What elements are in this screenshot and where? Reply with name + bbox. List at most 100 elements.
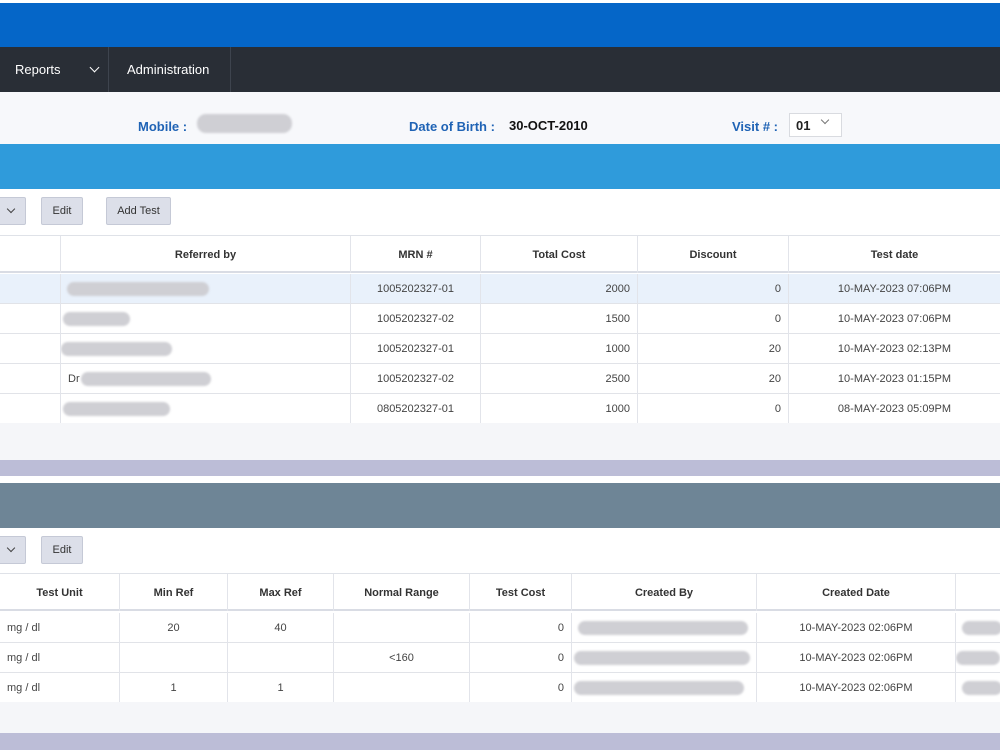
section-spacer [0, 476, 1000, 483]
created-by-cell [572, 673, 757, 703]
min-ref-cell: 1 [120, 673, 228, 703]
tests-col-select [0, 236, 61, 273]
referred-by-cell: Dr [61, 364, 351, 394]
details-table: Test Unit Min Ref Max Ref Normal Range T… [0, 573, 1000, 703]
total-cost-cell: 1000 [481, 334, 638, 364]
overflow-cell [956, 643, 1000, 673]
col-referred-by[interactable]: Referred by [61, 236, 351, 273]
chevron-down-icon [820, 115, 830, 125]
created-by-cell [572, 643, 757, 673]
row-select-cell [0, 274, 61, 304]
discount-cell: 0 [638, 304, 789, 334]
overflow-cell [956, 673, 1000, 703]
min-ref-cell [120, 643, 228, 673]
table-row[interactable]: mg / dl 20 40 0 10-MAY-2023 02:06PM [0, 613, 1000, 643]
test-unit-cell: mg / dl [0, 643, 120, 673]
visit-select[interactable]: 01 [789, 113, 842, 137]
mrn-cell: 1005202327-01 [351, 334, 481, 364]
col-min-ref[interactable]: Min Ref [120, 574, 228, 611]
discount-cell: 0 [638, 274, 789, 304]
details-edit-button[interactable]: Edit [41, 536, 83, 564]
test-date-cell: 10-MAY-2023 01:15PM [837, 373, 952, 385]
col-max-ref[interactable]: Max Ref [228, 574, 334, 611]
table-row[interactable]: Dr 1005202327-02 2500 20 10-MAY-2023 01:… [0, 364, 1000, 394]
mobile-value-redacted [197, 114, 292, 133]
tests-toolbar: Edit Add Test [0, 189, 1000, 235]
table-row[interactable]: mg / dl <160 0 10-MAY-2023 02:06PM [0, 643, 1000, 673]
referred-by-text: Dr [68, 373, 80, 385]
test-date-cell: 10-MAY-2023 02:13PM [837, 343, 952, 355]
patient-info-bar: Mobile : Date of Birth : 30-OCT-2010 Vis… [0, 92, 1000, 144]
col-created-date[interactable]: Created Date [757, 574, 956, 611]
referred-by-redacted [81, 372, 211, 386]
col-normal-range[interactable]: Normal Range [334, 574, 470, 611]
col-total-cost[interactable]: Total Cost [481, 236, 638, 273]
col-created-by[interactable]: Created By [572, 574, 757, 611]
table-row[interactable]: 1005202327-01 1000 20 10-MAY-2023 02:13P… [0, 334, 1000, 364]
tests-table-footer [0, 423, 1000, 460]
min-ref-cell: 20 [120, 613, 228, 643]
add-test-button[interactable]: Add Test [106, 197, 171, 225]
details-scrollbar[interactable] [0, 733, 1000, 750]
referred-by-cell [61, 394, 351, 424]
referred-by-cell [61, 274, 351, 304]
total-cost-cell: 1000 [481, 394, 638, 424]
created-date-cell: 10-MAY-2023 02:06PM [757, 673, 956, 703]
row-select-cell [0, 334, 61, 364]
overflow-redacted [962, 681, 1000, 695]
normal-range-cell [334, 613, 470, 643]
tests-table: Referred by MRN # Total Cost Discount Te… [0, 235, 1000, 424]
table-row[interactable]: 1005202327-01 2000 0 10-MAY-2023 07:06PM [0, 274, 1000, 304]
row-select-cell [0, 364, 61, 394]
normal-range-cell [334, 673, 470, 703]
col-discount[interactable]: Discount [638, 236, 789, 273]
overflow-redacted [962, 621, 1000, 635]
test-date-cell: 10-MAY-2023 07:06PM [837, 283, 952, 295]
details-toolbar: Edit [0, 528, 1000, 573]
row-select-cell [0, 394, 61, 424]
total-cost-cell: 1500 [481, 304, 638, 334]
main-nav: Reports Administration [0, 47, 1000, 92]
col-mrn[interactable]: MRN # [351, 236, 481, 273]
created-date-cell: 10-MAY-2023 02:06PM [757, 643, 956, 673]
tests-dropdown-button[interactable] [0, 197, 26, 225]
mrn-cell: 1005202327-01 [351, 274, 481, 304]
mrn-cell: 1005202327-02 [351, 304, 481, 334]
chevron-down-icon [6, 543, 16, 553]
created-by-cell [572, 613, 757, 643]
details-table-footer [0, 702, 1000, 733]
table-row[interactable]: 1005202327-02 1500 0 10-MAY-2023 07:06PM [0, 304, 1000, 334]
total-cost-cell: 2000 [481, 274, 638, 304]
test-unit-cell: mg / dl [0, 613, 120, 643]
col-overflow [956, 574, 1000, 611]
tests-scrollbar[interactable] [0, 460, 1000, 476]
col-test-cost[interactable]: Test Cost [470, 574, 572, 611]
col-test-unit[interactable]: Test Unit [0, 574, 120, 611]
referred-by-cell [61, 334, 351, 364]
col-test-date[interactable]: Test date [870, 248, 919, 261]
visit-select-value: 01 [796, 117, 811, 133]
normal-range-cell: <160 [334, 643, 470, 673]
total-cost-cell: 2500 [481, 364, 638, 394]
overflow-redacted [956, 651, 1000, 665]
table-row[interactable]: mg / dl 1 1 0 10-MAY-2023 02:06PM [0, 673, 1000, 703]
dob-value: 30-OCT-2010 [509, 118, 588, 133]
nav-administration-label: Administration [127, 62, 210, 77]
test-date-cell: 08-MAY-2023 05:09PM [837, 403, 952, 415]
tests-table-header: Referred by MRN # Total Cost Discount Te… [0, 236, 1000, 273]
referred-by-cell [61, 304, 351, 334]
table-row[interactable]: 0805202327-01 1000 0 08-MAY-2023 05:09PM [0, 394, 1000, 424]
created-date-cell: 10-MAY-2023 02:06PM [757, 613, 956, 643]
tests-edit-button[interactable]: Edit [41, 197, 83, 225]
app-header-bar [0, 0, 1000, 47]
nav-administration-menu[interactable]: Administration [109, 47, 231, 92]
row-select-cell [0, 304, 61, 334]
test-cost-cell: 0 [470, 613, 572, 643]
details-section-header [0, 483, 1000, 528]
chevron-down-icon [89, 62, 100, 73]
overflow-cell [956, 613, 1000, 643]
details-dropdown-button[interactable] [0, 536, 26, 564]
nav-reports-menu[interactable]: Reports [0, 47, 109, 92]
referred-by-redacted [67, 282, 209, 296]
referred-by-redacted [63, 312, 130, 326]
